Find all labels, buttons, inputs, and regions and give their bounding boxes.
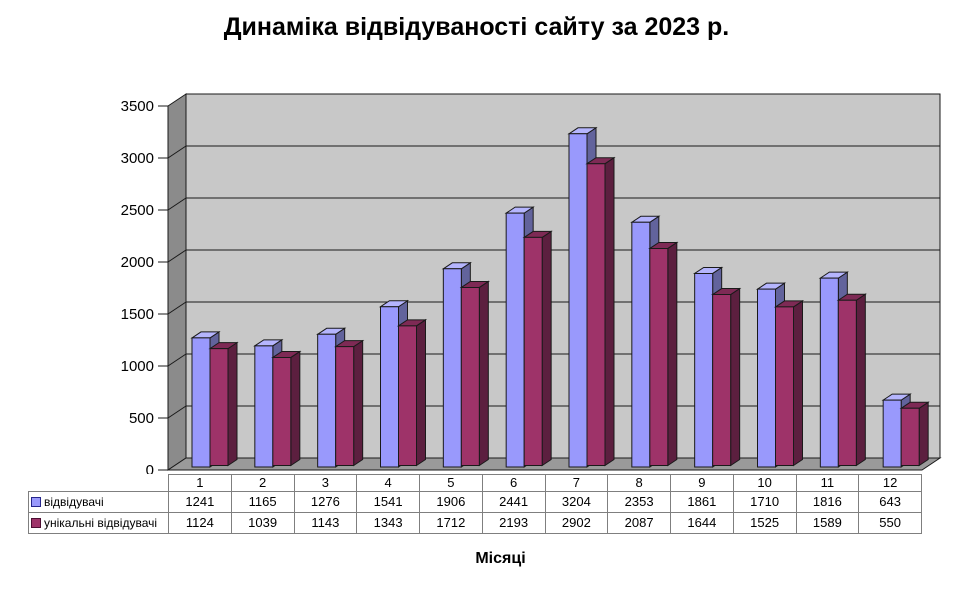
bar-відвідувачі-7-front [568, 133, 588, 468]
legend-key-icon [31, 496, 41, 507]
bar-унікальні відвідувачі-10-side [793, 299, 803, 467]
bar-відвідувачі-12-front [882, 399, 902, 468]
bar-унікальні відвідувачі-5-side [478, 280, 489, 467]
chart-title: Динаміка відвідуваності сайту за 2023 р. [223, 13, 730, 41]
bar-унікальні відвідувачі-11-front [837, 299, 857, 466]
bar-унікальні відвідувачі-4-side [416, 318, 426, 467]
value-cell: 1039 [230, 512, 295, 534]
y-axis-label: 1000 [121, 358, 154, 375]
bar-унікальні відвідувачі-11-side [855, 293, 866, 467]
month-header-cell: 7 [544, 474, 609, 492]
bar-відвідувачі-8-front [631, 221, 651, 468]
bar-відвідувачі-6-front [505, 212, 525, 468]
table-corner-cell [29, 475, 169, 492]
legend-cell: унікальні відвідувачі [28, 512, 169, 534]
value-cell: 1816 [795, 491, 860, 513]
month-header-cell: 3 [293, 474, 358, 492]
bar-відвідувачі-11-front [819, 277, 839, 468]
chart-data-table: 1 2 3 4 5 6 7 8 9 10 11 12 відвідувачі 1241 1165 1276 15… [28, 474, 922, 534]
bar-унікальні відвідувачі-6-front [523, 236, 543, 466]
value-cell: 1165 [230, 491, 295, 513]
gridline-side [167, 249, 187, 263]
value-cell: 643 [858, 491, 922, 513]
month-header-cell: 11 [795, 474, 860, 492]
gridline-side [167, 353, 187, 367]
bar-унікальні відвідувачі-7-side [604, 156, 615, 467]
legend-label: відвідувачі [44, 495, 104, 509]
bar-відвідувачі-10-front [757, 288, 776, 468]
bar-унікальні відвідувачі-1-side [227, 341, 238, 467]
value-cell: 1861 [670, 491, 734, 513]
value-cell: 1124 [168, 512, 232, 534]
bar-унікальні відвідувачі-3-front [335, 346, 355, 466]
y-axis-label: 3500 [121, 98, 154, 115]
value-cell: 1541 [356, 491, 420, 513]
value-cell: 1525 [732, 512, 797, 534]
month-header-cell: 9 [670, 474, 734, 492]
value-cell: 1276 [293, 491, 358, 513]
bar-унікальні відвідувачі-9-side [730, 287, 741, 467]
bar-унікальні відвідувачі-5-front [460, 286, 480, 466]
bar-відвідувачі-5-front [442, 268, 462, 468]
value-cell: 2441 [481, 491, 546, 513]
month-header-cell: 4 [356, 474, 420, 492]
value-cell: 550 [858, 512, 922, 534]
value-cell: 3204 [544, 491, 609, 513]
value-cell: 2087 [607, 512, 671, 534]
value-cell: 1906 [419, 491, 483, 513]
legend-cell: відвідувачі [28, 491, 169, 513]
value-cell: 2193 [481, 512, 546, 534]
bar-відвідувачі-1-front [191, 337, 211, 468]
bar-унікальні відвідувачі-4-front [398, 325, 417, 466]
y-axis-label: 3000 [121, 150, 154, 167]
bar-унікальні відвідувачі-12-front [900, 407, 920, 466]
value-cell: 1712 [419, 512, 483, 534]
y-axis-label: 0 [146, 462, 154, 474]
legend-label: унікальні відвідувачі [44, 516, 158, 530]
bar-відвідувачі-4-front [380, 306, 399, 468]
bar-унікальні відвідувачі-7-front [586, 163, 606, 466]
bar-унікальні відвідувачі-2-side [290, 350, 301, 467]
y-axis-label: 2500 [121, 202, 154, 219]
bar-унікальні відвідувачі-8-front [649, 247, 669, 466]
y-axis-label: 500 [129, 410, 154, 427]
month-header-cell: 1 [168, 474, 232, 492]
value-cell: 2902 [544, 512, 609, 534]
bar-відвідувачі-2-front [254, 345, 274, 468]
y-axis-label: 2000 [121, 254, 154, 271]
gridline-side [167, 405, 187, 419]
bar-унікальні відвідувачі-9-front [712, 294, 732, 466]
gridline-side [167, 197, 187, 211]
bar-відвідувачі-9-front [694, 272, 714, 468]
left-wall [167, 93, 187, 471]
bar-унікальні відвідувачі-3-side [353, 339, 364, 467]
bar-унікальні відвідувачі-2-front [272, 356, 292, 466]
value-cell: 2353 [607, 491, 671, 513]
bar-відвідувачі-3-front [317, 333, 337, 468]
bar-унікальні відвідувачі-12-side [918, 401, 929, 467]
month-header-cell: 10 [732, 474, 797, 492]
legend-key-icon [31, 517, 41, 528]
month-header-cell: 12 [858, 474, 922, 492]
month-header-cell: 5 [419, 474, 483, 492]
value-cell: 1644 [670, 512, 734, 534]
y-axis-label: 1500 [121, 306, 154, 323]
gridline-side [167, 145, 187, 159]
value-cell: 1343 [356, 512, 420, 534]
gridline-side [167, 301, 187, 315]
value-cell: 1143 [293, 512, 358, 534]
value-cell: 1710 [732, 491, 797, 513]
bar-унікальні відвідувачі-8-side [667, 241, 678, 467]
bar-chart-3d: 0 500 1000 1500 2000 2500 3000 3500 [121, 93, 942, 474]
value-cell: 1241 [168, 491, 232, 513]
bar-унікальні відвідувачі-10-front [775, 306, 794, 466]
month-header-cell: 8 [607, 474, 671, 492]
month-header-cell: 6 [481, 474, 546, 492]
month-header-cell: 2 [230, 474, 295, 492]
x-axis-title: Місяці [475, 550, 526, 567]
bar-унікальні відвідувачі-6-side [541, 230, 552, 467]
value-cell: 1589 [795, 512, 860, 534]
bar-унікальні відвідувачі-1-front [209, 348, 229, 466]
